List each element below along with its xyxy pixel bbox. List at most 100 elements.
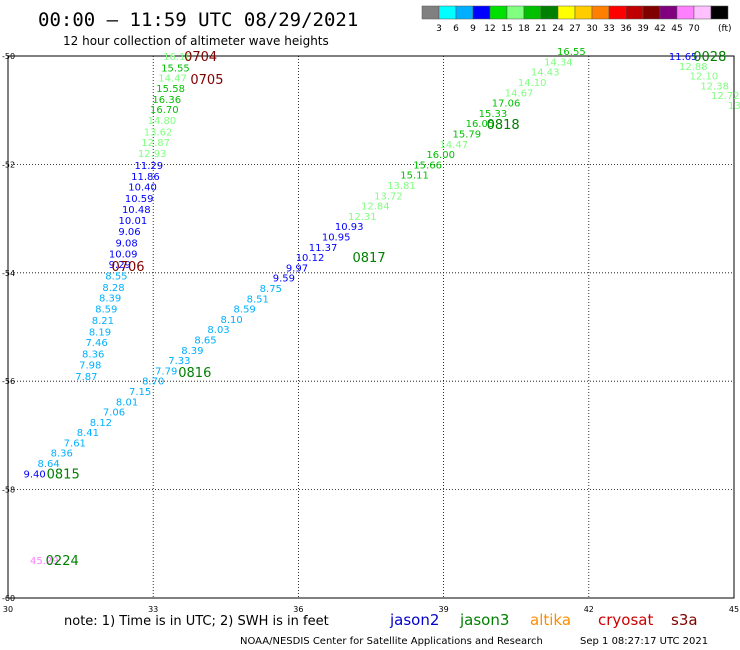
grid-lines: [8, 56, 734, 598]
legend-swatch: [540, 5, 559, 20]
swh-point: 10.01: [119, 216, 148, 227]
swh-point: 15.79: [453, 130, 482, 141]
swh-point: 14.47: [439, 140, 468, 151]
y-tick-label: -50: [2, 52, 15, 61]
pass-time-label: 0224: [46, 554, 79, 569]
swh-point: 8.65: [194, 335, 216, 346]
satellite-legend: jason2 jason3 altika cryosat s3a: [389, 611, 698, 629]
swh-point: 8.55: [105, 272, 127, 283]
pass-time-label: 0818: [487, 118, 520, 133]
swh-point: 14.10: [518, 78, 547, 89]
satellite-name: s3a: [671, 611, 698, 629]
axis-ticks: 30 33 36 39 42 45 -50 -52 -54 -56 -58 -60: [2, 52, 739, 614]
swh-point: 10.40: [128, 183, 157, 194]
plot-area: 30 33 36 39 42 45-50-52-54-56-58-60 16.1015.5…: [2, 47, 740, 614]
swh-point: 16.10: [163, 52, 192, 63]
swh-point: 8.39: [181, 346, 203, 357]
swh-point: 9.97: [286, 263, 308, 274]
plot-frame: [7, 55, 735, 599]
legend-label: 3: [436, 24, 442, 34]
legend-label: 6: [453, 24, 459, 34]
swh-point: 9.59: [273, 274, 295, 285]
swh-point: 14.47: [158, 74, 187, 85]
swh-point: 8.51: [247, 294, 269, 305]
legend-swatch: [591, 5, 610, 20]
legend-swatch: [455, 5, 474, 20]
legend-swatch: [659, 5, 678, 20]
legend-label: 12: [484, 24, 495, 34]
x-tick-label: 36: [293, 605, 303, 614]
pass-time-label: 0706: [111, 260, 144, 275]
swh-point: 15.66: [413, 160, 442, 171]
legend-label: 45: [671, 24, 682, 34]
swh-point: 8.75: [260, 284, 282, 295]
swh-point: 8.41: [77, 428, 99, 439]
pass-time-label: 0704: [184, 50, 217, 65]
legend-swatch: [676, 5, 695, 20]
swh-point: 9.40: [23, 469, 45, 480]
swh-point: 16.05: [466, 119, 495, 130]
swh-point: 14.34: [544, 57, 573, 68]
swh-point: 11.86: [131, 172, 160, 183]
swh-point: 12.72: [711, 91, 740, 102]
y-tick-label: -60: [2, 594, 15, 603]
swh-point: 16.70: [150, 105, 179, 116]
swh-point: 8.10: [220, 315, 242, 326]
swh-point: 14.67: [505, 88, 534, 99]
swh-point: 8.03: [207, 325, 229, 336]
color-legend: 3 6 9 12 15 18 21 24 27 30 33 36 39 42 45 70: [421, 5, 729, 34]
swh-point: 15.33: [479, 109, 508, 120]
swh-point: 16.55: [557, 47, 586, 58]
x-tick-label: 42: [584, 605, 594, 614]
legend-swatch: [489, 5, 508, 20]
legend-label: 15: [501, 24, 512, 34]
swh-point: 12.87: [141, 138, 170, 149]
x-tick-label: 30: [3, 605, 13, 614]
chart-subtitle: 12 hour collection of altimeter wave hei…: [63, 34, 329, 48]
x-tick-label: 39: [439, 605, 449, 614]
swh-point: 45.29: [30, 556, 59, 567]
swh-point: 8.28: [102, 283, 124, 294]
swh-point: 12.88: [679, 62, 708, 73]
swh-point: 10.95: [322, 232, 351, 243]
swh-point: 8.36: [82, 350, 104, 361]
swh-point: 11.29: [135, 161, 164, 172]
legend-swatch: [693, 5, 712, 20]
swh-point: 8.70: [142, 377, 164, 388]
pass-time-labels: 0704 0705 0706 0815 0816 0817 0818 0028 0224: [46, 50, 727, 569]
swh-point: 8.59: [234, 305, 256, 316]
y-tick-label: -54: [2, 269, 15, 278]
legend-label: 21: [535, 24, 546, 34]
swh-point: 15.11: [400, 171, 429, 182]
y-tick-label: -58: [2, 486, 15, 495]
swh-point: 8.36: [51, 449, 73, 460]
legend-label: 24: [552, 24, 564, 34]
legend-label: 36: [620, 24, 632, 34]
swh-point: 7.61: [64, 438, 86, 449]
swh-point: 12.84: [361, 202, 390, 213]
legend-swatch: [523, 5, 542, 20]
swh-point: 12.31: [348, 212, 377, 223]
pass-time-label: 0817: [353, 251, 386, 266]
swh-point: 8.59: [95, 305, 117, 316]
legend-label: 39: [637, 24, 649, 34]
legend-label: 18: [518, 24, 530, 34]
swh-point: 13.81: [387, 181, 416, 192]
legend-swatch: [642, 5, 661, 20]
swh-point: 7.46: [85, 338, 107, 349]
legend-label: 70: [688, 24, 700, 34]
legend-label: 30: [586, 24, 598, 34]
swh-point: 13.: [728, 101, 740, 112]
swh-point: 7.87: [75, 372, 97, 383]
swh-point: 8.12: [90, 418, 112, 429]
x-tick-label: 45: [729, 605, 739, 614]
swh-point: 9.08: [115, 238, 137, 249]
swh-point: 7.33: [168, 356, 190, 367]
pass-time-label: 0028: [693, 50, 726, 65]
y-tick-label: -56: [2, 377, 15, 386]
legend-swatch: [608, 5, 627, 20]
swh-point: 8.21: [92, 316, 114, 327]
legend-swatch: [472, 5, 491, 20]
footer-timestamp: Sep 1 08:27:17 UTC 2021: [580, 636, 708, 647]
swh-point: 10.09: [109, 249, 138, 260]
